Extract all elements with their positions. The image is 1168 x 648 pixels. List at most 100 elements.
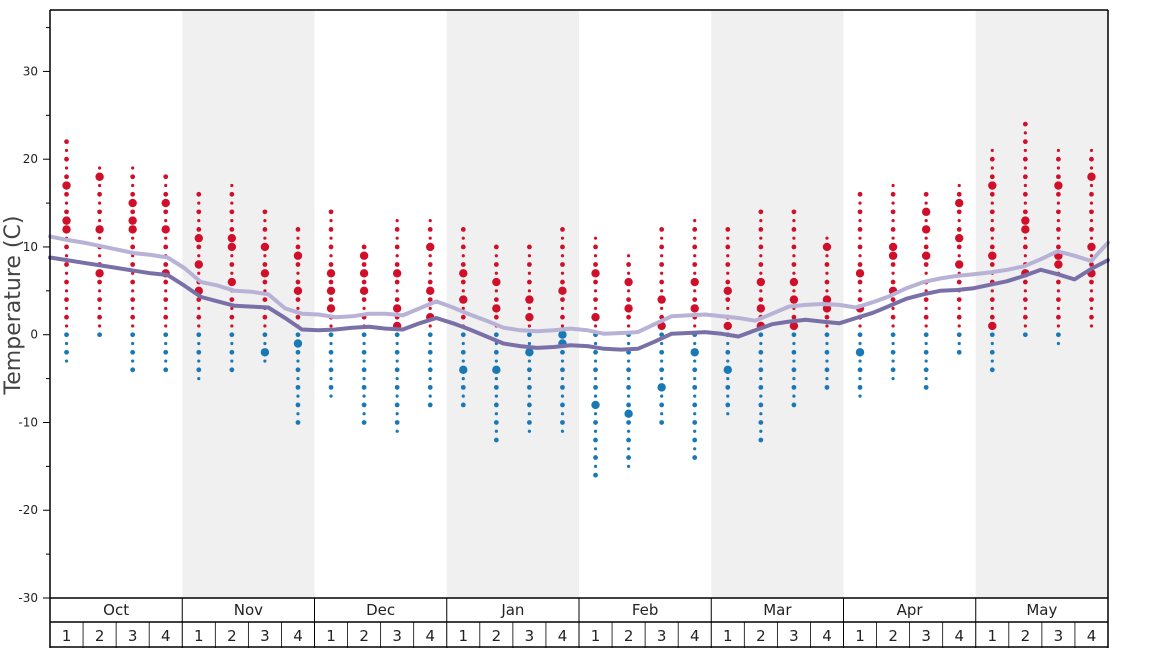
warm-temperature-dot — [64, 156, 69, 162]
month-band — [975, 10, 1108, 598]
warm-temperature-dot — [1023, 254, 1027, 258]
warm-temperature-dot — [525, 295, 534, 304]
warm-temperature-dot — [194, 233, 203, 243]
week-label: 1 — [988, 627, 998, 645]
warm-temperature-dot — [891, 219, 895, 223]
cold-temperature-dot — [660, 341, 664, 346]
warm-temperature-dot — [196, 227, 202, 232]
warm-temperature-dot — [560, 279, 565, 285]
cold-temperature-dot — [362, 376, 366, 381]
warm-temperature-dot — [822, 242, 832, 252]
week-label: 2 — [624, 627, 634, 645]
warm-temperature-dot — [626, 271, 631, 275]
cold-temperature-dot — [726, 359, 730, 363]
week-label: 2 — [492, 627, 502, 645]
week-label: 1 — [62, 627, 72, 645]
warm-temperature-dot — [1089, 262, 1094, 267]
warm-temperature-dot — [426, 242, 435, 252]
warm-temperature-dot — [97, 297, 102, 303]
warm-temperature-dot — [726, 306, 730, 310]
warm-temperature-dot — [890, 209, 896, 215]
warm-temperature-dot — [593, 279, 598, 285]
cold-temperature-dot — [395, 341, 399, 346]
cold-temperature-dot — [990, 341, 994, 346]
warm-temperature-dot — [857, 279, 863, 285]
cold-temperature-dot — [989, 349, 995, 355]
week-label: 1 — [723, 627, 733, 645]
cold-temperature-dot — [328, 384, 334, 390]
week-label: 2 — [95, 627, 105, 645]
warm-temperature-dot — [64, 306, 69, 310]
warm-temperature-dot — [891, 271, 895, 275]
warm-temperature-dot — [1089, 314, 1094, 320]
warm-temperature-dot — [725, 244, 731, 250]
warm-temperature-dot — [825, 236, 829, 240]
warm-temperature-dot — [361, 244, 367, 250]
warm-temperature-dot — [923, 297, 929, 303]
cold-temperature-dot — [362, 341, 366, 346]
cold-temperature-dot — [558, 330, 567, 339]
cold-temperature-dot — [296, 376, 300, 381]
warm-temperature-dot — [197, 306, 201, 310]
cold-temperature-dot — [427, 402, 433, 408]
warm-temperature-dot — [955, 233, 964, 243]
warm-temperature-dot — [822, 295, 832, 304]
warm-temperature-dot — [161, 198, 170, 208]
cold-temperature-dot — [395, 394, 399, 398]
warm-temperature-dot — [824, 279, 830, 285]
cold-temperature-dot — [923, 349, 929, 355]
week-label: 3 — [789, 627, 799, 645]
cold-temperature-dot — [493, 402, 499, 408]
warm-temperature-dot — [230, 219, 234, 223]
warm-temperature-dot — [956, 279, 962, 285]
warm-temperature-dot — [1089, 201, 1094, 205]
warm-temperature-dot — [196, 191, 202, 197]
cold-temperature-dot — [725, 402, 731, 408]
warm-temperature-dot — [459, 295, 468, 304]
cold-temperature-dot — [197, 341, 201, 346]
cold-temperature-dot — [428, 341, 432, 346]
week-label: 2 — [227, 627, 237, 645]
warm-temperature-dot — [296, 236, 300, 240]
cold-temperature-dot — [1056, 332, 1061, 338]
week-label: 3 — [525, 627, 535, 645]
cold-temperature-dot — [527, 359, 532, 363]
warm-temperature-dot — [230, 183, 234, 188]
cold-temperature-dot — [989, 367, 995, 373]
warm-temperature-dot — [461, 254, 465, 258]
warm-temperature-dot — [956, 297, 962, 303]
cold-temperature-dot — [394, 384, 400, 390]
warm-temperature-dot — [1021, 225, 1030, 234]
warm-temperature-dot — [227, 233, 237, 243]
warm-temperature-dot — [1054, 181, 1063, 190]
warm-temperature-dot — [1056, 209, 1061, 215]
warm-temperature-dot — [1022, 244, 1028, 250]
cold-temperature-dot — [923, 384, 929, 390]
cold-temperature-dot — [196, 367, 202, 373]
week-label: 4 — [293, 627, 303, 645]
warm-temperature-dot — [64, 314, 69, 320]
warm-temperature-dot — [97, 219, 102, 223]
warm-temperature-dot — [460, 227, 466, 232]
cold-temperature-dot — [460, 384, 466, 390]
week-label: 1 — [326, 627, 336, 645]
warm-temperature-dot — [97, 209, 102, 215]
warm-temperature-dot — [1089, 191, 1094, 197]
cold-temperature-dot — [891, 341, 895, 346]
warm-temperature-dot — [527, 244, 532, 250]
cold-temperature-dot — [295, 332, 301, 338]
warm-temperature-dot — [593, 236, 598, 240]
cold-temperature-dot — [989, 332, 995, 338]
cold-temperature-dot — [690, 348, 699, 357]
warm-temperature-dot — [593, 289, 598, 293]
cold-temperature-dot — [560, 384, 565, 390]
y-tick-label: -30 — [18, 591, 38, 605]
warm-temperature-dot — [988, 321, 997, 331]
warm-temperature-dot — [64, 297, 69, 303]
warm-temperature-dot — [494, 254, 498, 258]
warm-temperature-dot — [95, 172, 104, 181]
cold-temperature-dot — [626, 376, 631, 381]
warm-temperature-dot — [163, 209, 169, 215]
warm-temperature-dot — [690, 304, 699, 313]
warm-temperature-dot — [295, 244, 301, 250]
